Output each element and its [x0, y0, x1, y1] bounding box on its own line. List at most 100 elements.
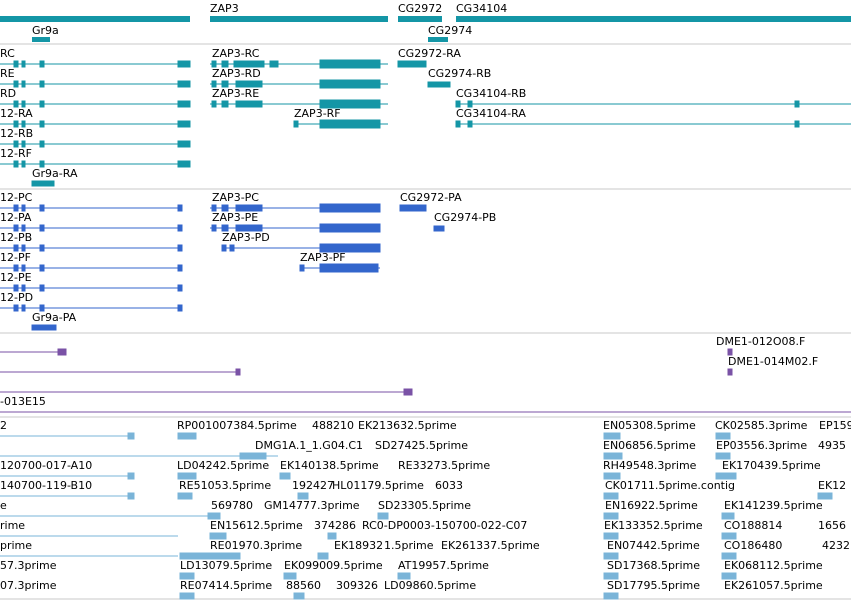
transcript-label: ZAP3-RC	[212, 47, 260, 60]
transcript-track	[0, 59, 851, 187]
protein-label: 12-PB	[0, 231, 32, 244]
protein-label: Gr9a-PA	[32, 311, 77, 324]
clone-label: -013E15	[0, 395, 46, 408]
cdna-label: 374286	[314, 519, 356, 532]
cdna-label: RE07414.5prime	[180, 579, 272, 592]
protein-label: ZAP3-PC	[212, 191, 259, 204]
cdna-label: EK261337.5prime	[441, 539, 540, 552]
protein-label: ZAP3-PF	[300, 251, 346, 264]
transcript-label: 12-RF	[0, 147, 32, 160]
cdna-label: DMG1A.1_1.G04.C1	[255, 439, 363, 452]
cdna-label: EK140138.5prime	[280, 459, 379, 472]
clone-label: DME1-012O08.F	[716, 335, 805, 348]
transcript-label: 12-RB	[0, 127, 33, 140]
cdna-label: HL01179.5prime	[332, 479, 424, 492]
transcript-labels: RC ZAP3-RC CG2972-RA RE ZAP3-RD CG2974-R…	[0, 47, 526, 180]
cdna-label: 6033	[435, 479, 463, 492]
cdna-label: 4935	[818, 439, 846, 452]
transcript-label: CG34104-RA	[456, 107, 526, 120]
cdna-label: RE51053.5prime	[179, 479, 271, 492]
cdna-label: 1656	[818, 519, 846, 532]
cdna-label: GM14777.3prime	[264, 499, 360, 512]
gene-track: ZAP3 Gr9a CG2972 CG34104 CG2974	[0, 2, 851, 42]
transcript-label: ZAP3-RF	[294, 107, 341, 120]
protein-label: 12-PD	[0, 291, 33, 304]
protein-label: 12-PE	[0, 271, 32, 284]
cdna-label: CO188814	[724, 519, 782, 532]
protein-label: CG2974-PB	[434, 211, 496, 224]
cdna-labels: 2 RP001007384.5prime 488210 EK213632.5pr…	[0, 419, 851, 592]
protein-label: ZAP3-PD	[222, 231, 270, 244]
cdna-label: SD17368.5prime	[607, 559, 700, 572]
clone-labels: DME1-012O08.F DME1-014M02.F -013E15	[0, 335, 818, 408]
cdna-label: EK133352.5prime	[604, 519, 703, 532]
cdna-label: 192427	[292, 479, 334, 492]
cdna-label: EN07442.5prime	[607, 539, 700, 552]
transcript-label: CG2972-RA	[398, 47, 461, 60]
clone-label: DME1-014M02.F	[728, 355, 818, 368]
gene-feature[interactable]	[456, 16, 851, 22]
cdna-label: 57.3prime	[0, 559, 57, 572]
cdna-label: EK261057.5prime	[724, 579, 823, 592]
gene-feature[interactable]	[0, 16, 190, 22]
gene-label: ZAP3	[210, 2, 239, 15]
clone-track	[0, 348, 851, 413]
cdna-label: SD27425.5prime	[375, 439, 468, 452]
cdna-label: EP159	[819, 419, 851, 432]
transcript-label: ZAP3-RD	[212, 67, 261, 80]
cdna-label: 2	[0, 419, 7, 432]
cdna-label: 569780	[211, 499, 253, 512]
cdna-label: e	[0, 499, 7, 512]
gene-label: Gr9a	[32, 24, 59, 37]
cdna-label: 1.5prime	[384, 539, 434, 552]
cdna-label: 140700-119-B10	[0, 479, 92, 492]
cdna-label: 4232	[822, 539, 850, 552]
cdna-label: EN15612.5prime	[210, 519, 303, 532]
cdna-label: EK068112.5prime	[724, 559, 823, 572]
cdna-label: prime	[0, 539, 32, 552]
cdna-label: 88560	[286, 579, 321, 592]
cdna-label: 488210	[312, 419, 354, 432]
cdna-label: EK213632.5prime	[358, 419, 457, 432]
transcript-label: RC	[0, 47, 15, 60]
protein-label: 12-PF	[0, 251, 31, 264]
gene-feature[interactable]	[32, 37, 50, 42]
cdna-label: 309326	[336, 579, 378, 592]
cdna-label: EP03556.3prime	[716, 439, 807, 452]
protein-label: CG2972-PA	[400, 191, 462, 204]
cdna-label: EK170439.5prime	[722, 459, 821, 472]
cdna-label: SD17795.5prime	[607, 579, 700, 592]
gene-feature[interactable]	[428, 37, 448, 42]
protein-track	[0, 203, 445, 331]
cdna-label: LD04242.5prime	[177, 459, 269, 472]
cdna-label: EN16922.5prime	[605, 499, 698, 512]
cdna-label: CK01711.5prime.contig	[605, 479, 735, 492]
cdna-label: EN05308.5prime	[603, 419, 696, 432]
transcript-label: CG34104-RB	[456, 87, 526, 100]
cdna-label: RP001007384.5prime	[177, 419, 297, 432]
cdna-label: LD09860.5prime	[384, 579, 476, 592]
cdna-label: EK141239.5prime	[724, 499, 823, 512]
cdna-label: SD23305.5prime	[378, 499, 471, 512]
gene-feature[interactable]	[210, 16, 388, 22]
transcript-label: RE	[0, 67, 15, 80]
cdna-label: EK12	[818, 479, 846, 492]
transcript-label: CG2974-RB	[428, 67, 491, 80]
transcript-label: Gr9a-RA	[32, 167, 78, 180]
cdna-label: rime	[0, 519, 25, 532]
protein-label: 12-PA	[0, 211, 32, 224]
cdna-label: RE33273.5prime	[398, 459, 490, 472]
transcript-label: ZAP3-RE	[212, 87, 259, 100]
cdna-label: RE01970.3prime	[210, 539, 302, 552]
cdna-label: EK18932	[334, 539, 383, 552]
gene-label: CG34104	[456, 2, 507, 15]
cdna-label: LD13079.5prime	[180, 559, 272, 572]
cdna-label: EK099009.5prime	[284, 559, 383, 572]
cdna-track	[0, 432, 833, 600]
cdna-label: 07.3prime	[0, 579, 57, 592]
cdna-label: AT19957.5prime	[398, 559, 489, 572]
gene-feature[interactable]	[398, 16, 442, 22]
cdna-label: CO186480	[724, 539, 782, 552]
transcript-label: RD	[0, 87, 16, 100]
